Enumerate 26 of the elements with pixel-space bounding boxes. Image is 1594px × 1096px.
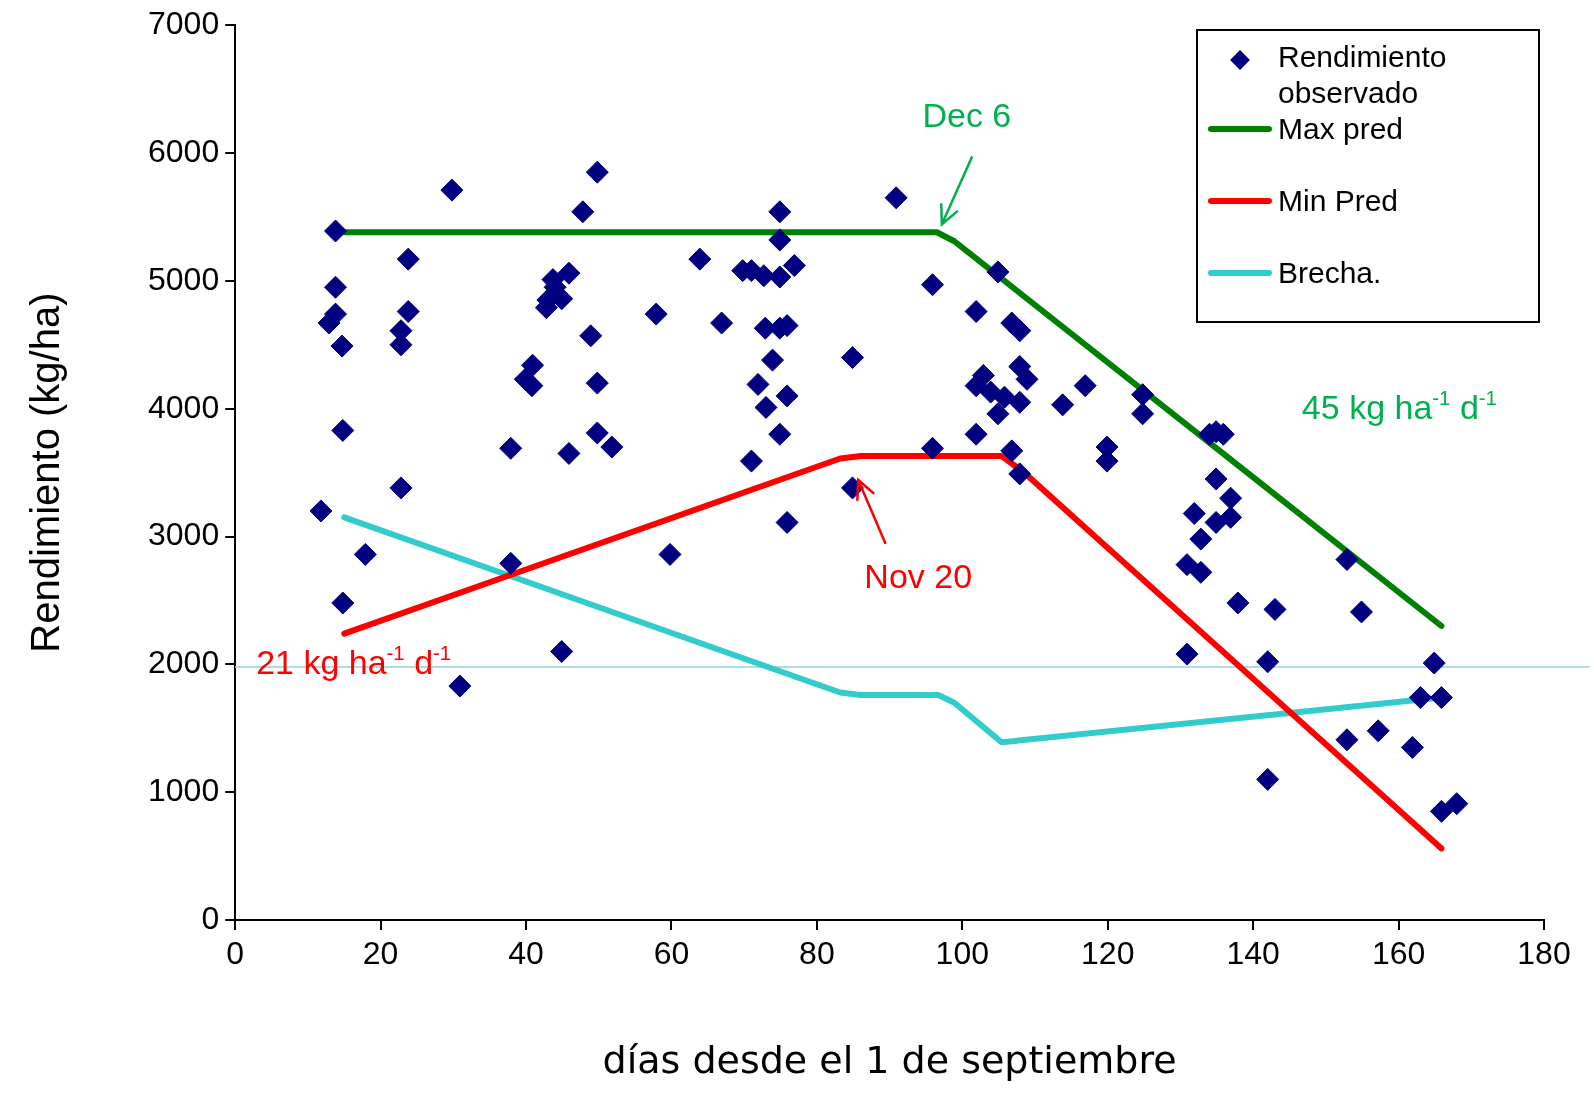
x-tick-label: 80 <box>799 935 835 972</box>
annotation: Dec 6 <box>922 96 1012 135</box>
x-tick-label: 120 <box>1081 935 1135 972</box>
x-tick-label: 0 <box>226 935 245 972</box>
x-tick-label: 180 <box>1517 935 1571 972</box>
y-tick-label: 1000 <box>148 772 220 808</box>
y-tick-label: 6000 <box>148 132 220 169</box>
x-tick-label: 40 <box>508 935 544 972</box>
legend-label: Brecha. <box>1278 255 1382 292</box>
x-tick-label: 100 <box>935 935 989 972</box>
y-tick-label: 5000 <box>148 260 220 297</box>
x-tick-label: 160 <box>1371 935 1426 972</box>
x-tick-label: 20 <box>362 935 399 972</box>
y-tick-label: 7000 <box>148 5 220 42</box>
y-axis-title: Rendimiento (kg/ha) <box>23 292 68 653</box>
y-tick-label: 3000 <box>148 516 220 553</box>
y-tick-label: 2000 <box>148 644 220 681</box>
legend-label: Rendimiento observado <box>1278 39 1448 112</box>
legend-label: Min Pred <box>1278 183 1399 220</box>
x-tick-label: 140 <box>1226 935 1280 972</box>
x-tick-label: 60 <box>653 935 690 972</box>
x-axis-title: días desde el 1 de septiembre <box>602 1038 1177 1083</box>
y-tick-label: 4000 <box>148 388 220 425</box>
annotation: Nov 20 <box>864 556 973 595</box>
legend-label: Max pred <box>1278 111 1404 148</box>
y-tick-label: 0 <box>201 899 220 936</box>
